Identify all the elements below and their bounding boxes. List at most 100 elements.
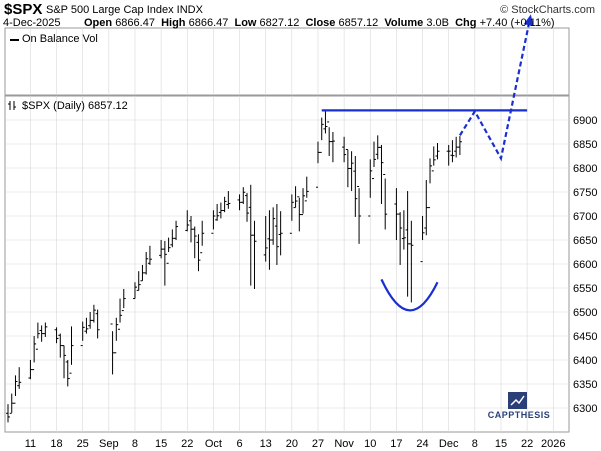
ohlc-bar (136, 271, 141, 291)
ohlc-bar (140, 264, 145, 282)
y-tick-label: 6800 (573, 163, 597, 175)
ohlc-bar (6, 404, 10, 423)
ohlc-bar (88, 312, 93, 329)
x-tick-label: 18 (50, 438, 62, 450)
ohlc-bar (132, 282, 137, 300)
ohlc-bar (450, 140, 455, 163)
y-tick-label: 6650 (573, 235, 597, 247)
ohlc-bar (319, 117, 324, 153)
ohlc-bar (13, 375, 18, 404)
ohlc-bar (162, 240, 167, 286)
ohlc-bar (315, 141, 320, 188)
ohlc-bar (267, 210, 272, 270)
y-tick-label: 6600 (573, 259, 597, 271)
ohlc-bar (200, 220, 205, 254)
ohlc-bar (39, 325, 44, 342)
y-tick-label: 6550 (573, 283, 597, 295)
capp-logo-icon (508, 392, 527, 409)
ohlc-bar (327, 121, 332, 156)
ohlc-bar (170, 229, 175, 248)
ohlc-bar (91, 304, 96, 323)
ohlc-bar (35, 322, 40, 350)
ohlc-bar (159, 240, 164, 259)
ohlc-bar (368, 159, 373, 217)
ohlc-bar (289, 194, 294, 234)
ohlc-bar (222, 196, 227, 213)
ohlc-bar (271, 207, 276, 245)
low-label: Low (234, 17, 257, 29)
capp-logo-text: CAPPTHESIS (487, 410, 551, 420)
ohlc-bar (245, 192, 250, 222)
ohlc-bar (118, 298, 123, 330)
ohlc-bar (375, 135, 380, 160)
price-bars (6, 110, 462, 423)
price-panel-label: $SPX (Daily) 6857.12 (22, 100, 128, 112)
ohlc-bar (248, 184, 253, 286)
ohlc-bar (304, 176, 309, 202)
ohlc-bar (424, 180, 429, 236)
y-tick-label: 6400 (573, 355, 597, 367)
ohlc-bar (218, 202, 223, 219)
open-label: Open (84, 17, 113, 29)
y-tick-label: 6750 (573, 187, 597, 199)
ohlc-bar (69, 326, 74, 374)
ohlc-bar (28, 360, 33, 380)
volume-label: Volume (384, 17, 424, 29)
ohlc-bar (17, 367, 22, 389)
ohlc-bar (349, 151, 354, 192)
ohlc-bar (372, 141, 376, 180)
x-tick-label: Oct (205, 438, 222, 450)
ohlc-bar (274, 204, 279, 265)
y-tick-label: 6300 (573, 403, 597, 415)
ohlc-bar (241, 187, 246, 204)
y-tick-label: 6500 (573, 307, 597, 319)
x-tick-label: 20 (286, 438, 298, 450)
projection-arrowhead (523, 14, 534, 27)
ohlc-bar (95, 309, 100, 339)
open-value: 6866.47 (115, 17, 155, 29)
ohlc-bar (357, 185, 362, 244)
ohlc-bar (401, 210, 406, 250)
x-tick-label: 15 (495, 438, 507, 450)
close-value: 6857.12 (338, 17, 379, 29)
ohlc-bar (405, 191, 410, 297)
y-tick-label: 6700 (573, 211, 597, 223)
x-tick-label: 8 (132, 438, 138, 450)
ohlc-bar (420, 216, 425, 263)
ohlc-bar (398, 212, 403, 265)
x-tick-label: 25 (77, 438, 89, 450)
ohlc-bar (428, 158, 433, 209)
x-tick-label: Dec (439, 438, 459, 450)
ohlc-bar (278, 211, 283, 256)
ohlc-bar (185, 210, 190, 232)
ohlc-bar (58, 333, 63, 358)
ohlc-bar (144, 252, 149, 275)
ohlc-bar (457, 136, 462, 155)
ohlc-readout: Open 6866.47 High 6866.47 Low 6827.12 Cl… (84, 17, 555, 29)
ohlc-bar (192, 226, 197, 259)
ohlc-bar (121, 288, 126, 312)
ohlc-bar (383, 173, 388, 230)
ohlc-bar (226, 191, 231, 209)
symbol-title: $SPX (4, 1, 43, 18)
chg-label: Chg (455, 17, 477, 29)
ohlc-bar (454, 136, 459, 158)
source-credit: © StockCharts.com (500, 4, 595, 16)
chg-value: +7.40 (+0.11%) (479, 17, 555, 29)
x-tick-label: 6 (236, 438, 242, 450)
index-name: S&P 500 Large Cap Index INDX (46, 4, 203, 16)
ohlc-bar (435, 143, 440, 160)
x-tick-label: 8 (472, 438, 478, 450)
ohlc-bar (65, 360, 70, 387)
x-tick-label: 27 (312, 438, 324, 450)
obv-legend-swatch (10, 39, 19, 41)
ohlc-bar (379, 144, 384, 204)
high-label: High (161, 17, 186, 29)
ohlc-bar (237, 194, 242, 211)
x-tick-label: 15 (155, 438, 167, 450)
y-tick-label: 6350 (573, 379, 597, 391)
ohlc-bar (252, 220, 257, 289)
ohlc-bar (342, 136, 347, 163)
quote-date: 4-Dec-2025 (3, 17, 61, 29)
